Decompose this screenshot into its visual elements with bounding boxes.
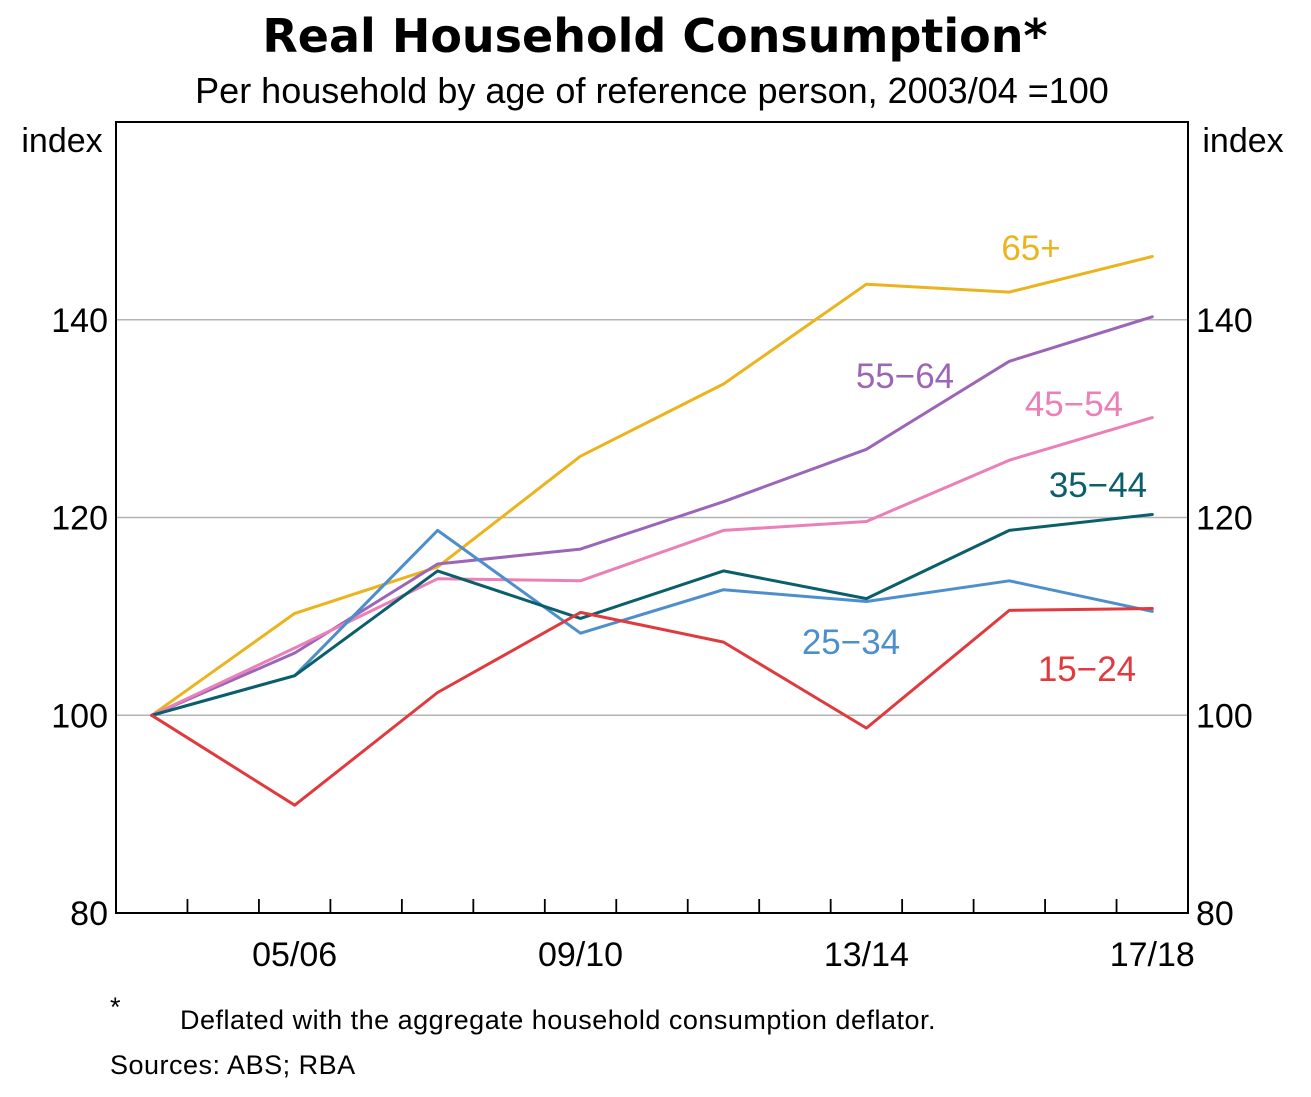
series-line-35-44 [150, 513, 1154, 717]
footnote-text: Deflated with the aggregate household co… [180, 1005, 936, 1035]
series-line-45-54 [150, 416, 1154, 717]
series-line-65 [150, 255, 1154, 717]
y-tick-label-left-100: 100 [51, 697, 108, 735]
x-axis-ticks [186, 899, 1118, 913]
chart-subtitle: Per household by age of reference person… [195, 70, 1109, 111]
x-tick-label-09-10: 09/10 [538, 936, 623, 974]
series-labels: 65+ 55−64 45−54 35−44 25−34 15−24 [802, 229, 1147, 689]
sources-note: Sources: ABS; RBA [110, 1050, 356, 1080]
series-lines [150, 255, 1154, 807]
x-tick-label-13-14: 13/14 [824, 936, 909, 974]
x-tick-label-17-18: 17/18 [1110, 936, 1195, 974]
y-tick-label-right-140: 140 [1196, 302, 1253, 340]
y-tick-label-right-80: 80 [1196, 895, 1234, 933]
series-line-15-24 [150, 607, 1154, 807]
y-tick-label-left-140: 140 [51, 302, 108, 340]
y-axis-tick-labels: 80 80 100 100 120 120 140 140 [51, 302, 1252, 933]
gridlines [116, 318, 1188, 717]
right-axis-unit: index [1202, 122, 1283, 160]
series-line-55-64 [150, 315, 1154, 717]
y-tick-label-right-120: 120 [1196, 500, 1253, 538]
y-tick-label-left-120: 120 [51, 500, 108, 538]
x-axis-tick-labels: 05/06 09/10 13/14 17/18 [252, 936, 1195, 974]
left-axis-unit: index [21, 122, 102, 160]
series-label-35-44: 35−44 [1049, 466, 1147, 505]
series-label-25-34: 25−34 [802, 623, 900, 662]
footnote-marker: * [110, 992, 121, 1022]
series-label-45-54: 45−54 [1025, 385, 1123, 424]
series-label-65: 65+ [1001, 229, 1060, 268]
series-label-15-24: 15−24 [1038, 650, 1136, 689]
y-tick-label-left-80: 80 [70, 895, 108, 933]
series-line-25-34 [150, 528, 1154, 717]
plot-frame [115, 121, 1189, 914]
chart-title: Real Household Consumption* [262, 9, 1047, 63]
y-tick-label-right-100: 100 [1196, 697, 1253, 735]
x-tick-label-05-06: 05/06 [252, 936, 337, 974]
series-label-55-64: 55−64 [856, 357, 954, 396]
